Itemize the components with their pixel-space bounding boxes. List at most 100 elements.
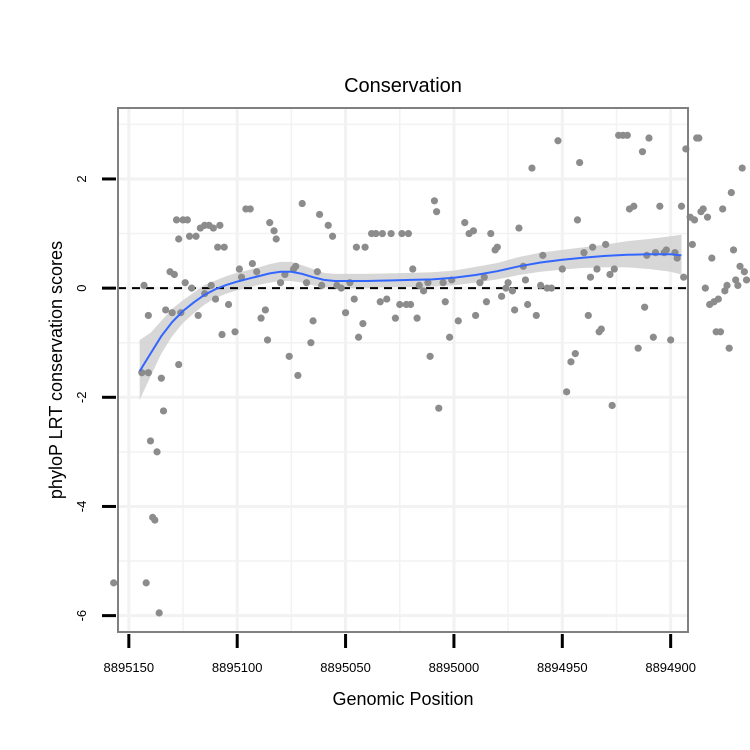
data-point — [168, 309, 176, 317]
data-point — [307, 339, 315, 347]
data-point — [487, 229, 495, 238]
data-point — [638, 148, 647, 156]
data-point — [270, 227, 278, 235]
data-point — [263, 336, 272, 344]
data-point — [144, 311, 152, 320]
data-point — [315, 210, 324, 219]
data-point — [248, 259, 256, 268]
data-point — [175, 360, 183, 369]
data-point — [723, 281, 731, 289]
x-tick-label: 8895100 — [212, 660, 263, 675]
data-point — [266, 219, 274, 227]
y-tick-label: 2 — [74, 175, 89, 182]
data-point — [430, 197, 439, 205]
data-point — [662, 246, 670, 254]
data-point — [742, 276, 750, 284]
data-point — [602, 240, 610, 249]
data-point — [480, 273, 488, 281]
data-point — [140, 281, 148, 289]
data-point — [576, 158, 584, 167]
data-point — [181, 279, 189, 287]
data-point — [387, 229, 395, 238]
data-point — [406, 300, 415, 309]
data-point — [504, 279, 512, 287]
data-point — [610, 265, 618, 273]
data-point — [738, 164, 746, 172]
data-point — [734, 281, 742, 289]
data-point — [441, 298, 449, 306]
data-point — [231, 328, 239, 336]
data-point — [391, 314, 400, 322]
data-point — [623, 131, 631, 139]
x-tick-label: 8894900 — [645, 660, 696, 675]
data-point — [547, 284, 556, 292]
data-point — [461, 219, 469, 227]
y-tick-label: -6 — [74, 610, 89, 622]
x-axis: 8895150 8895100 8895050 8895000 8894950 88949… — [104, 634, 696, 675]
data-point — [192, 232, 200, 240]
data-point — [398, 229, 406, 238]
data-point — [729, 246, 738, 254]
data-point — [302, 279, 311, 287]
data-point — [361, 243, 369, 251]
data-point — [608, 401, 616, 410]
data-point — [524, 300, 532, 309]
y-axis-title: phyloP LRT conservation scores — [46, 241, 66, 499]
data-point — [142, 579, 150, 587]
data-point — [645, 134, 653, 142]
data-point — [328, 232, 337, 240]
data-point — [649, 333, 657, 341]
data-point — [502, 284, 510, 292]
data-point — [521, 276, 530, 284]
data-point — [246, 205, 254, 213]
data-point — [378, 229, 387, 238]
data-point — [439, 279, 447, 287]
data-point — [571, 350, 579, 358]
data-point — [532, 311, 540, 320]
x-tick-label: 8895150 — [104, 660, 155, 675]
data-point — [294, 371, 302, 380]
data-point — [220, 243, 228, 251]
data-point — [630, 202, 638, 210]
data-point — [432, 208, 441, 216]
data-point — [155, 609, 163, 617]
data-point — [558, 265, 566, 273]
data-point — [159, 407, 168, 415]
data-point — [211, 295, 220, 303]
data-point — [498, 292, 506, 300]
data-point — [716, 328, 725, 336]
data-point — [354, 333, 363, 341]
data-point — [359, 320, 367, 328]
data-point — [352, 243, 361, 251]
data-point — [567, 358, 575, 366]
plot-panel — [110, 107, 750, 633]
data-point — [185, 232, 194, 240]
data-point — [656, 202, 664, 210]
confidence-band — [139, 234, 682, 401]
data-point — [318, 281, 326, 289]
y-tick-label: -2 — [74, 392, 89, 404]
chart-title: Conservation — [344, 75, 462, 97]
data-point — [554, 137, 562, 145]
data-point — [589, 243, 597, 251]
data-point — [341, 309, 350, 317]
data-point — [313, 268, 321, 276]
panel-background — [118, 108, 688, 632]
data-point — [703, 213, 712, 221]
data-point — [298, 199, 306, 208]
data-point — [261, 306, 269, 314]
smooth-line — [138, 253, 682, 372]
data-point — [721, 287, 729, 295]
data-point — [214, 243, 222, 251]
data-point — [337, 284, 345, 292]
data-point — [719, 205, 727, 213]
data-point — [680, 273, 688, 281]
data-point — [714, 295, 722, 303]
data-point — [511, 306, 519, 314]
data-point — [673, 254, 681, 262]
data-point — [688, 240, 696, 249]
data-point — [573, 216, 582, 224]
data-point — [207, 281, 215, 289]
